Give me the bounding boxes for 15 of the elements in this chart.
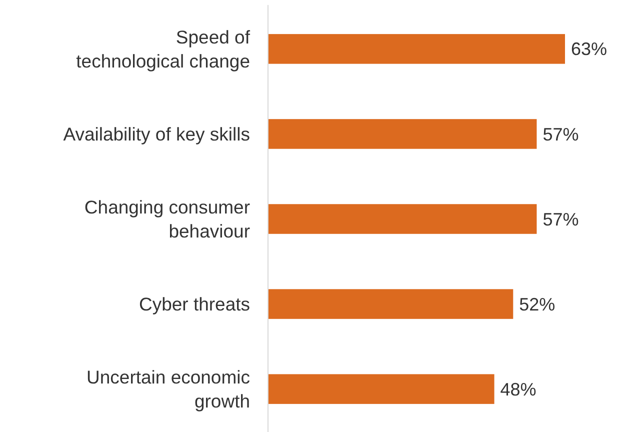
bar [268,204,537,234]
data-label: 48% [500,379,536,400]
y-tick-label: Speed of technological change [76,26,251,72]
data-label: 57% [542,124,579,144]
bar [268,119,537,149]
y-tick-label: Cyber threats [138,294,250,315]
data-label: 57% [542,209,579,230]
y-tick-label: Uncertain economic growth [86,366,250,412]
y-tick-label: Availability of key skills [63,123,250,144]
bar [268,374,494,404]
y-tick-label: Changing consumer behaviour [84,196,250,242]
data-label: 52% [519,294,556,314]
bar [268,289,514,319]
bar [268,34,565,64]
data-label: 63% [571,39,608,60]
